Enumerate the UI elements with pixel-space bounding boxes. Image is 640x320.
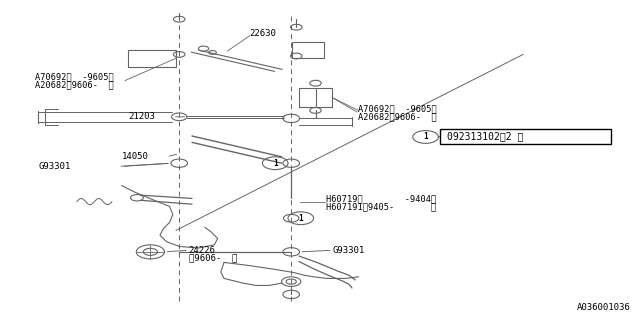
- Text: 092313102（2 ）: 092313102（2 ）: [447, 132, 523, 141]
- Text: 14050: 14050: [122, 152, 148, 161]
- Bar: [440, 129, 611, 144]
- Text: 21203: 21203: [128, 112, 155, 121]
- Text: （9606-  ）: （9606- ）: [189, 254, 237, 263]
- Text: A70692（  -9605）: A70692（ -9605）: [35, 72, 114, 81]
- Text: 24226: 24226: [189, 246, 216, 255]
- Text: H60719（        -9404）: H60719（ -9404）: [326, 195, 436, 204]
- Bar: [128, 50, 176, 67]
- Text: A70692（  -9605）: A70692（ -9605）: [358, 104, 437, 113]
- Text: G93301: G93301: [38, 162, 70, 171]
- Text: 1: 1: [273, 159, 278, 168]
- Text: G93301: G93301: [333, 246, 365, 255]
- Text: A20682（9606-  ）: A20682（9606- ）: [35, 80, 114, 89]
- Text: A036001036: A036001036: [577, 303, 630, 312]
- Bar: [292, 42, 324, 58]
- Text: A20682（9606-  ）: A20682（9606- ）: [358, 112, 437, 121]
- Text: 1: 1: [423, 132, 428, 141]
- Text: 1: 1: [298, 214, 303, 223]
- Text: H607191（9405-       ）: H607191（9405- ）: [326, 203, 436, 212]
- Text: 22630: 22630: [250, 29, 276, 38]
- Bar: [299, 88, 332, 107]
